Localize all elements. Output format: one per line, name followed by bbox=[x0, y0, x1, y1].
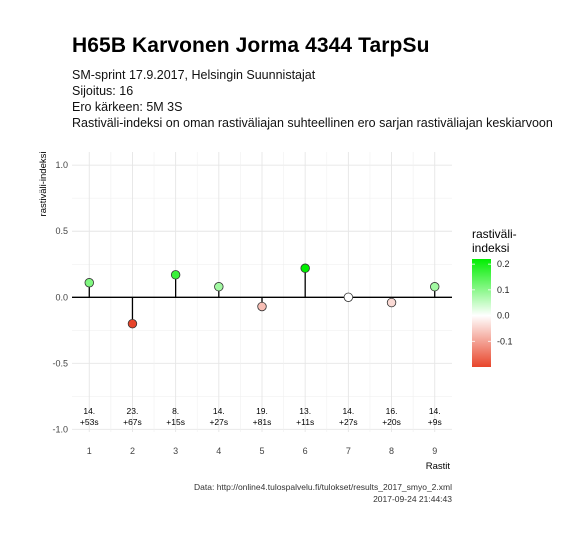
x-axis-label: Rastit bbox=[426, 461, 451, 472]
chart-subtitle-description: Rastiväli-indeksi on oman rastiväliajan … bbox=[72, 116, 553, 130]
x-tick-label: 1 bbox=[87, 446, 92, 456]
x-tick-label: 9 bbox=[432, 446, 437, 456]
annotation-rank: 19. bbox=[256, 406, 268, 416]
annotation-time: +15s bbox=[166, 417, 185, 427]
annotation-time: +27s bbox=[209, 417, 228, 427]
annotation-rank: 14. bbox=[342, 406, 354, 416]
annotation-time: +67s bbox=[123, 417, 142, 427]
x-tick-label: 8 bbox=[389, 446, 394, 456]
annotation-rank: 16. bbox=[386, 406, 398, 416]
data-point bbox=[127, 318, 138, 329]
annotation-time: +11s bbox=[296, 417, 314, 427]
x-tick-label: 6 bbox=[303, 446, 308, 456]
points bbox=[84, 263, 440, 329]
y-axis-label: rastiväli-indeksi bbox=[38, 152, 49, 217]
annotation-time: +20s bbox=[382, 417, 401, 427]
y-tick-labels: -1.0 -0.5 0.0 0.5 1.0 bbox=[52, 160, 68, 434]
data-point bbox=[343, 292, 354, 302]
x-tick-label: 7 bbox=[346, 446, 351, 456]
legend-tick-label: 0.1 bbox=[497, 285, 510, 295]
caption-source: Data: http://online4.tulospalvelu.fi/tul… bbox=[194, 482, 452, 492]
data-point bbox=[84, 278, 94, 288]
x-tick-label: 2 bbox=[130, 446, 135, 456]
x-tick-label: 4 bbox=[216, 446, 221, 456]
annotation-rank: 14. bbox=[429, 406, 441, 416]
chart-subtitle-placement: Sijoitus: 16 bbox=[72, 84, 134, 98]
annotation-rank: 14. bbox=[213, 406, 225, 416]
annotation-rank: 13. bbox=[299, 406, 311, 416]
chart-subtitle-event: SM-sprint 17.9.2017, Helsingin Suunnista… bbox=[72, 68, 316, 82]
data-point bbox=[430, 282, 440, 292]
annotations: 14.+53s23.+67s8.+15s14.+27s19.+81s13.+11… bbox=[80, 406, 442, 427]
grid bbox=[72, 152, 452, 432]
data-point bbox=[386, 297, 397, 308]
y-tick-label: 1.0 bbox=[55, 160, 68, 170]
annotation-time: +9s bbox=[428, 417, 442, 427]
data-point bbox=[170, 270, 181, 280]
y-tick-label: 0.5 bbox=[55, 226, 68, 236]
x-tick-labels: 1 2 3 4 5 6 7 8 9 bbox=[87, 446, 437, 456]
annotation-rank: 14. bbox=[83, 406, 95, 416]
legend-tick-label: 0.2 bbox=[497, 259, 510, 269]
chart-subtitle-gap: Ero kärkeen: 5M 3S bbox=[72, 100, 183, 114]
caption-timestamp: 2017-09-24 21:44:43 bbox=[373, 494, 452, 504]
data-point bbox=[214, 282, 224, 292]
annotation-time: +53s bbox=[80, 417, 99, 427]
y-tick-label: -1.0 bbox=[52, 424, 68, 434]
legend-title-line-1: rastiväli- bbox=[472, 227, 517, 241]
annotation-time: +81s bbox=[253, 417, 272, 427]
y-tick-label: -0.5 bbox=[52, 358, 68, 368]
x-tick-label: 3 bbox=[173, 446, 178, 456]
y-tick-label: 0.0 bbox=[55, 292, 68, 302]
annotation-rank: 23. bbox=[127, 406, 139, 416]
data-point bbox=[300, 263, 310, 273]
x-tick-label: 5 bbox=[259, 446, 264, 456]
legend-ticks: 0.2 0.1 0.0 -0.1 bbox=[472, 259, 513, 346]
legend-tick-label: 0.0 bbox=[497, 311, 510, 321]
legend-title-line-2: indeksi bbox=[472, 241, 509, 255]
legend-colorbar bbox=[472, 259, 491, 367]
chart-title: H65B Karvonen Jorma 4344 TarpSu bbox=[72, 34, 430, 57]
data-point bbox=[257, 301, 267, 312]
legend-tick-label: -0.1 bbox=[497, 336, 513, 346]
legend: rastiväli- indeksi 0.2 0.1 0.0 -0.1 bbox=[472, 227, 517, 367]
annotation-time: +27s bbox=[339, 417, 358, 427]
annotation-rank: 8. bbox=[172, 406, 179, 416]
